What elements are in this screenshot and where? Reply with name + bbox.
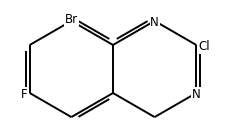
Text: F: F (21, 88, 27, 101)
Text: Cl: Cl (198, 40, 209, 53)
Text: N: N (150, 16, 158, 29)
Text: Br: Br (65, 13, 78, 26)
Text: N: N (191, 88, 200, 101)
